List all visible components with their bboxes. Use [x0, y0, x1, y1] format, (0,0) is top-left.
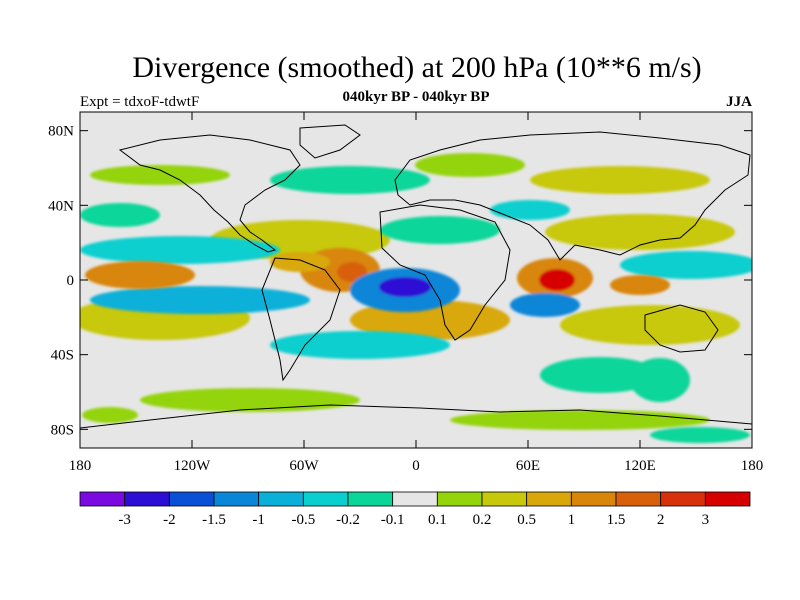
tropical-features [85, 248, 670, 317]
australia-outline [644, 304, 719, 353]
colorbar-swatch [302, 491, 349, 507]
colorbar-tick-label: -3 [118, 512, 131, 528]
convergence-region [620, 251, 752, 279]
africa-outline [379, 204, 511, 341]
colorbar-swatch [704, 491, 751, 507]
lat-tick-label: 40S [51, 348, 74, 364]
colorbar-tick-label: 0.5 [517, 512, 536, 528]
colorbar-tick-label: 0.1 [428, 512, 447, 528]
lon-tick-label: 120W [174, 458, 212, 474]
antarctica-outline [80, 404, 752, 429]
colorbar-swatch [168, 491, 215, 507]
weak-convergence-region [490, 200, 570, 220]
colorbar-swatch [258, 491, 304, 507]
subtitle: 040kyr BP - 040kyr BP [342, 89, 490, 105]
divergence-region [610, 275, 670, 295]
page-title: Divergence (smoothed) at 200 hPa (10**6 … [132, 51, 702, 84]
weak-convergence-region [270, 166, 430, 194]
weak-divergence-region [530, 166, 710, 194]
colorbar-tick-label: -0.2 [336, 512, 360, 528]
north-america-outline [118, 134, 301, 253]
weak-convergence-region [650, 427, 750, 443]
colorbar-swatch [392, 491, 438, 507]
weak-convergence-region [380, 216, 500, 244]
colorbar-swatch [526, 491, 572, 507]
weak-convergence-region [80, 236, 280, 264]
convergence-region [510, 293, 580, 317]
weak-divergence-region [560, 305, 740, 345]
south-america-outline [261, 257, 341, 382]
coastlines [80, 124, 752, 429]
map-ticks: 80N 40N 0 40S 80S 180 120W 60W 0 60E 120E 180 [48, 112, 763, 474]
colorbar-tick-label: -1.5 [202, 512, 226, 528]
map-panel: 80N 40N 0 40S 80S 180 120W 60W 0 60E 120E 180 [48, 111, 763, 474]
colorbar-swatch [124, 491, 170, 507]
lon-tick-label: 180 [741, 458, 764, 474]
colorbar-tick-label: 2 [657, 512, 665, 528]
colorbar-swatch [481, 491, 528, 507]
season-label: JJA [726, 94, 752, 110]
colorbar-tick-label: 3 [702, 512, 710, 528]
weak-divergence-region [140, 388, 360, 412]
colorbar-swatch [570, 491, 617, 507]
weak-divergence-region [415, 153, 525, 177]
colorbar-tick-label: 1.5 [607, 512, 626, 528]
colorbar-swatch [347, 491, 394, 507]
convergence-region [90, 286, 310, 314]
strong-divergence-region [539, 269, 575, 291]
colorbar-tick-label: -2 [163, 512, 176, 528]
lon-tick-label: 180 [69, 458, 92, 474]
colorbar-tick-label: -0.1 [381, 512, 405, 528]
greenland-outline [299, 124, 361, 159]
weak-convergence-region [80, 203, 160, 227]
convergence-regions [80, 166, 752, 443]
weak-divergence-region [545, 214, 735, 250]
colorbar-tick-label: -0.5 [291, 512, 315, 528]
convergence-region [270, 331, 450, 359]
lon-tick-label: 0 [412, 458, 420, 474]
weak-convergence-region [540, 357, 660, 393]
experiment-label: Expt = tdxoF-tdwtF [80, 94, 200, 110]
lat-tick-label: 0 [67, 273, 75, 289]
lon-tick-label: 60W [289, 458, 319, 474]
weak-convergence-region [630, 358, 690, 402]
weak-divergence-region [82, 407, 138, 423]
colorbar-swatch [213, 491, 260, 507]
colorbar-swatch [79, 491, 126, 507]
lon-tick-label: 60E [516, 458, 540, 474]
colorbar-tick-label: -1 [252, 512, 265, 528]
weak-divergence-region [90, 165, 230, 185]
divergence-region [85, 261, 195, 289]
lat-tick-label: 80N [48, 124, 74, 140]
strong-convergence-region [379, 277, 431, 297]
colorbar-swatch [660, 491, 706, 507]
divergence-region [270, 252, 330, 272]
colorbar-tick-label: 0.2 [473, 512, 492, 528]
field-layer [80, 124, 752, 443]
colorbar: -3 -2 -1.5 -1 -0.5 -0.2 -0.1 0.1 0.2 0.5 1 1.5 2 3 [79, 491, 751, 528]
eurasia-outline [394, 131, 751, 261]
lon-tick-label: 120E [624, 458, 656, 474]
colorbar-tick-label: 1 [568, 512, 576, 528]
strong-divergence-region [337, 262, 367, 282]
lat-tick-label: 40N [48, 198, 74, 214]
weak-divergence-region [450, 410, 710, 430]
lat-tick-label: 80S [51, 422, 74, 438]
colorbar-swatch [615, 491, 662, 507]
colorbar-swatch [436, 491, 483, 507]
